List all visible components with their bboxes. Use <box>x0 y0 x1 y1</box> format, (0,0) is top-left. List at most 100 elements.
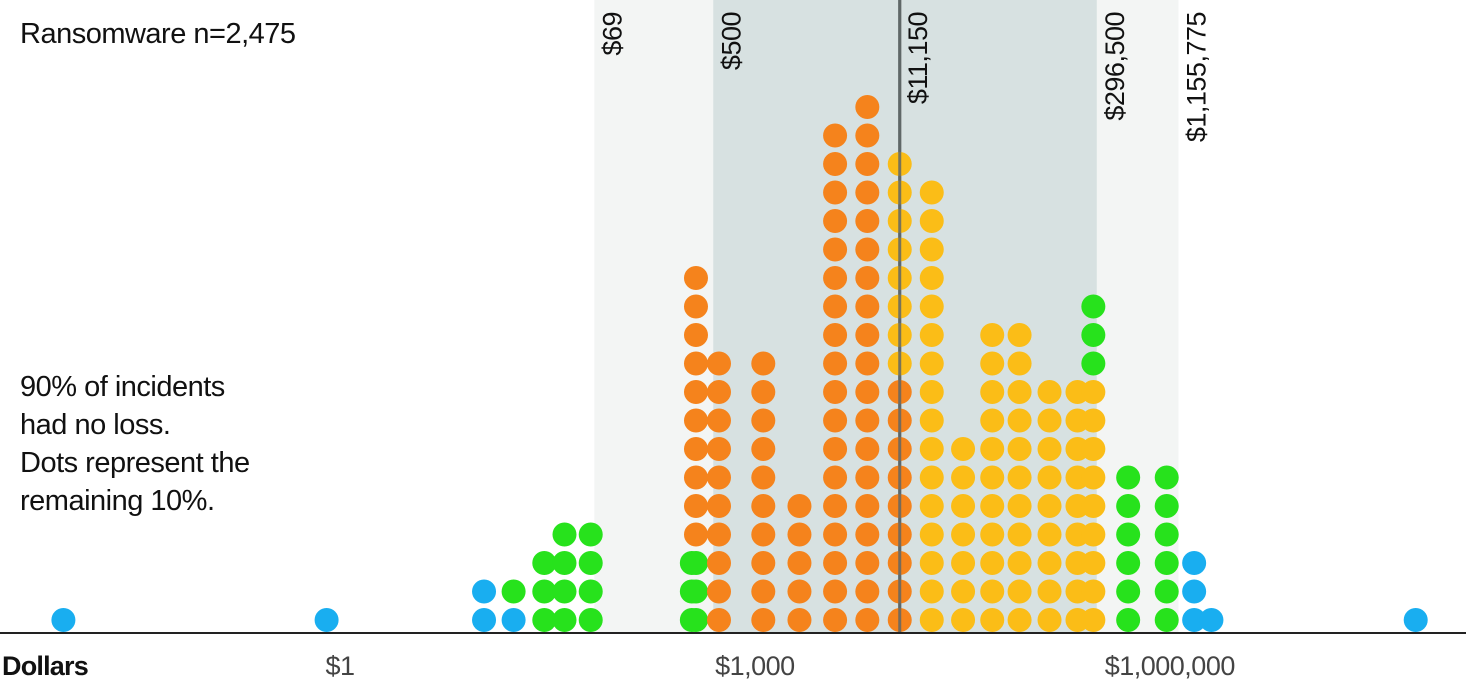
dot <box>751 465 776 490</box>
dot <box>1081 323 1106 347</box>
dot <box>683 380 708 404</box>
dot <box>823 294 848 319</box>
dot <box>706 551 731 575</box>
dot <box>683 437 708 461</box>
chart-title: Ransomware n=2,475 <box>20 18 296 50</box>
x-axis: Dollars $1 $1,000 $1,000,000 <box>0 632 1466 680</box>
dot <box>1037 380 1062 404</box>
dot <box>1199 608 1224 632</box>
dot <box>578 522 603 547</box>
dot <box>706 380 731 404</box>
dot <box>578 608 603 632</box>
dot <box>823 209 848 233</box>
dot <box>1081 579 1106 604</box>
dot <box>706 465 731 490</box>
dot <box>683 551 708 575</box>
dot <box>1182 579 1207 604</box>
dot <box>1081 522 1106 547</box>
x-axis-title: Dollars <box>2 651 88 680</box>
dot <box>855 522 880 547</box>
percentile-label: $1,155,775 <box>1182 12 1212 142</box>
dot <box>683 494 708 518</box>
dot <box>919 209 944 233</box>
dot <box>919 579 944 604</box>
dot <box>751 522 776 547</box>
dot <box>314 608 339 632</box>
dot <box>1037 522 1062 547</box>
dot <box>823 323 848 347</box>
dot <box>855 494 880 518</box>
dot <box>1081 437 1106 461</box>
dot <box>1037 608 1062 632</box>
dot <box>919 494 944 518</box>
dot <box>855 152 880 176</box>
dot <box>1116 551 1141 575</box>
annotation-note: 90% of incidents had no loss. Dots repre… <box>20 368 250 520</box>
dot <box>1037 465 1062 490</box>
dot <box>472 579 497 604</box>
dot <box>980 494 1005 518</box>
dot <box>787 579 812 604</box>
dot <box>980 437 1005 461</box>
dot <box>919 180 944 205</box>
dot <box>1037 408 1062 433</box>
dot <box>1007 579 1032 604</box>
dot <box>980 380 1005 404</box>
dot <box>706 408 731 433</box>
annotation-line: 90% of incidents <box>20 371 225 403</box>
dot <box>855 237 880 262</box>
dot <box>1081 408 1106 433</box>
percentile-label: $500 <box>716 12 746 70</box>
dot <box>1007 494 1032 518</box>
dot <box>1007 551 1032 575</box>
dot <box>919 408 944 433</box>
dot <box>683 522 708 547</box>
dot <box>706 579 731 604</box>
dot <box>1007 323 1032 347</box>
dot <box>751 551 776 575</box>
dot <box>501 579 526 604</box>
dot <box>1182 551 1207 575</box>
dot <box>1081 465 1106 490</box>
dot <box>823 152 848 176</box>
dot <box>951 522 976 547</box>
dot <box>683 465 708 490</box>
dot <box>1081 494 1106 518</box>
dot <box>980 465 1005 490</box>
dot <box>552 551 577 575</box>
dot <box>855 180 880 205</box>
dot <box>855 551 880 575</box>
dot <box>532 579 557 604</box>
dot <box>1037 437 1062 461</box>
dot <box>919 323 944 347</box>
percentile-label: $69 <box>598 12 628 56</box>
dot <box>1154 522 1179 547</box>
dot <box>683 608 708 632</box>
dot <box>823 237 848 262</box>
percentile-labels: $69 $500 $11,150 $296,500 $1,155,775 <box>598 12 1212 142</box>
dot <box>706 351 731 376</box>
dot <box>1154 608 1179 632</box>
dot <box>706 522 731 547</box>
dot-columns <box>51 0 1428 633</box>
dot <box>919 237 944 262</box>
dot <box>855 579 880 604</box>
dot <box>823 180 848 205</box>
dot <box>1007 522 1032 547</box>
dot <box>532 608 557 632</box>
dot <box>683 294 708 319</box>
dot <box>823 437 848 461</box>
dot <box>1037 551 1062 575</box>
dot <box>919 608 944 632</box>
annotation-line: remaining 10%. <box>20 485 215 517</box>
dot <box>855 95 880 119</box>
dot <box>855 323 880 347</box>
x-tick-label: $1,000 <box>715 651 795 680</box>
dot <box>919 437 944 461</box>
dot <box>951 465 976 490</box>
dot <box>855 408 880 433</box>
dot <box>1007 351 1032 376</box>
dot <box>1154 579 1179 604</box>
dot <box>919 294 944 319</box>
dot <box>951 551 976 575</box>
